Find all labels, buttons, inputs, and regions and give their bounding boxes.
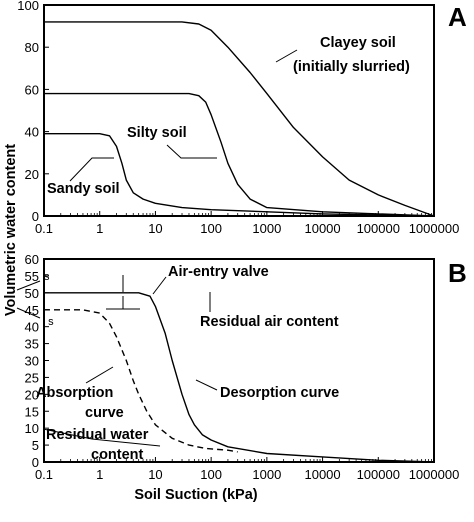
series-absorption-curve-line [44, 309, 238, 453]
annotation-desorption-curve: Desorption curve [220, 385, 339, 401]
arrow-theta-prime-s [16, 307, 41, 319]
annotation-absorption: Absorption [36, 385, 113, 401]
panel-b-label: B [448, 258, 467, 288]
panel-b-x-tick-label: 100 [200, 467, 222, 482]
panel-a-y-tick-label: 0 [32, 209, 39, 224]
annotation-curve: curve [85, 405, 124, 421]
panel-b-x-tick-label: 1 [96, 467, 103, 482]
panel-b-y-tick-label: 10 [25, 421, 39, 436]
series-clayey-soil-line [44, 21, 435, 217]
annotation-silty-soil: Silty soil [127, 125, 187, 141]
series-silty-soil-line [44, 92, 435, 217]
arrow-theta-s [16, 280, 41, 291]
panel-a: 0.1 1 10 100 1000 10000 100000 1000000 0 20 40 60 80… [17, 0, 467, 236]
panel-b-ticks: 0.1 1 10 100 1000 10000 100000 1000000 0 5 10 15 20 2… [25, 252, 460, 482]
annotation-residual-water: Residual water [46, 427, 149, 443]
annotation-air-entry-valve: Air-entry valve [168, 264, 269, 280]
annotation-clayey-soil: Clayey soil [320, 35, 396, 51]
panel-a-x-tick-label: 1 [96, 221, 103, 236]
panel-b-x-tick-label: 1000 [252, 467, 281, 482]
panel-b-y-tick-label: 60 [25, 252, 39, 267]
panel-b-y-tick-label: 25 [25, 370, 39, 385]
panel-b-y-tick-label: 50 [25, 286, 39, 301]
panel-a-x-tick-label: 100000 [357, 221, 400, 236]
panel-b-y-tick-label: 5 [32, 438, 39, 453]
arrow-absorption [85, 366, 114, 384]
panel-b-x-tick-label: 10000 [304, 467, 340, 482]
panel-a-y-tick-label: 80 [25, 40, 39, 55]
panel-b-y-tick-label: 30 [25, 354, 39, 369]
symbol-theta-s: s [44, 271, 50, 283]
panel-b-series [44, 292, 435, 463]
panel-a-series [44, 21, 435, 217]
panel-a-y-tick-label: 100 [17, 0, 39, 13]
panel-b: 0.1 1 10 100 1000 10000 100000 1000000 0 5 10 15 20 2… [16, 252, 467, 482]
arrow-air-entry-valve [152, 276, 167, 295]
panel-b-x-tick-label: 0.1 [35, 467, 53, 482]
x-axis-label: Soil Suction (kPa) [134, 487, 257, 503]
panel-a-ticks: 0.1 1 10 100 1000 10000 100000 1000000 0 20 40 60 80… [17, 0, 459, 236]
panel-b-y-tick-label: 40 [25, 320, 39, 335]
panel-a-x-tick-label: 0.1 [35, 221, 53, 236]
arrow-sandy-soil [69, 157, 114, 182]
panel-a-y-tick-label: 60 [25, 82, 39, 97]
panel-b-y-tick-label: 45 [25, 303, 39, 318]
panel-b-x-tick-label: 100000 [357, 467, 400, 482]
panel-b-y-tick-label: 15 [25, 404, 39, 419]
symbol-theta-prime-s: ' s [43, 316, 54, 328]
panel-b-y-tick-label: 55 [25, 269, 39, 284]
panel-b-y-tick-label: 20 [25, 387, 39, 402]
arrow-residual-water [42, 428, 161, 447]
annotation-content: content [91, 447, 144, 463]
panel-a-y-tick-label: 40 [25, 125, 39, 140]
panel-a-y-tick-label: 20 [25, 167, 39, 182]
series-sandy-soil-line [44, 132, 435, 217]
panel-a-x-tick-label: 100 [200, 221, 222, 236]
panel-a-x-tick-label: 10000 [304, 221, 340, 236]
annotation-residual-air-content: Residual air content [200, 314, 339, 330]
y-axis-label: Volumetric water content [3, 144, 19, 316]
panel-b-x-tick-label: 10 [148, 467, 162, 482]
arrow-silty-soil [166, 144, 217, 159]
arrow-desorption [195, 379, 218, 391]
annotation-sandy-soil: Sandy soil [47, 181, 120, 197]
panel-a-frame [43, 4, 435, 217]
panel-b-y-tick-label: 0 [32, 455, 39, 470]
panel-a-x-tick-label: 1000 [252, 221, 281, 236]
annotation-initially-slurried: (initially slurried) [293, 59, 410, 75]
arrow-clayey-soil [275, 49, 298, 63]
panel-a-x-tick-label: 1000000 [409, 221, 460, 236]
panel-b-y-tick-label: 35 [25, 337, 39, 352]
series-desorption-curve-line [44, 292, 435, 463]
panel-b-x-tick-label: 1000000 [409, 467, 460, 482]
panel-a-x-tick-label: 10 [148, 221, 162, 236]
panel-a-label: A [448, 2, 467, 32]
